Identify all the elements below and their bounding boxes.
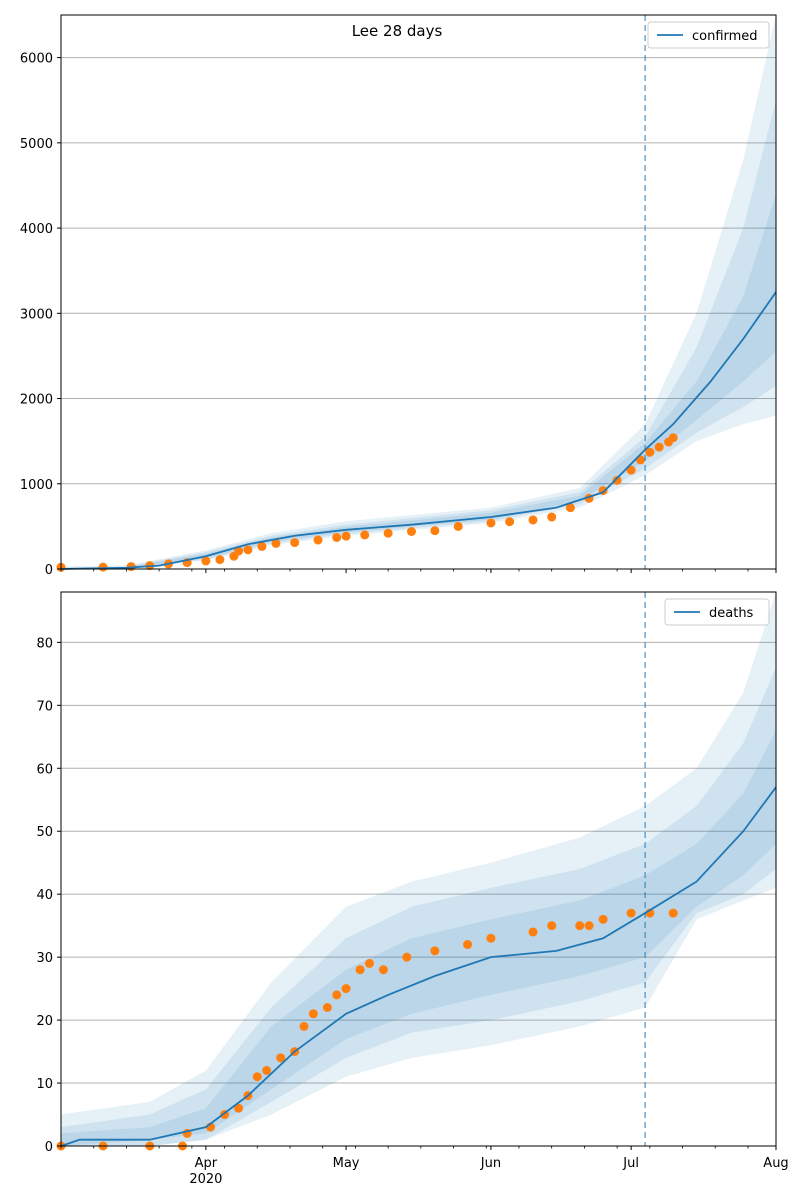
deaths-observed-point bbox=[584, 921, 594, 931]
deaths-observed-point bbox=[262, 1065, 272, 1075]
confirmed-observed-point bbox=[668, 433, 678, 443]
deaths-legend-label: deaths bbox=[709, 606, 754, 621]
deaths-observed-point bbox=[252, 1072, 262, 1082]
confirmed-panel: 0 1000 2000 3000 4000 5000 6000 confirmed bbox=[20, 14, 777, 578]
deaths-legend bbox=[664, 598, 770, 626]
confirmed-observed-point bbox=[341, 531, 351, 541]
x-tick-label: Jul bbox=[622, 1156, 639, 1171]
confirmed-axes-frame bbox=[60, 14, 777, 570]
confirmed-observed-point bbox=[645, 447, 655, 457]
confirmed-observed-point bbox=[383, 528, 393, 538]
confirmed-uncertainty-band bbox=[61, 15, 776, 569]
deaths-observed-point bbox=[402, 952, 412, 962]
deaths-observed-point bbox=[332, 990, 342, 1000]
confirmed-y-tick-label: 0 bbox=[45, 563, 53, 578]
confirmed-legend-label: confirmed bbox=[692, 29, 758, 44]
confirmed-observed-point bbox=[453, 521, 463, 531]
confirmed-observed-point bbox=[486, 518, 496, 528]
deaths-y-tick-label: 40 bbox=[36, 888, 53, 903]
deaths-y-tick-label: 50 bbox=[36, 825, 53, 840]
deaths-observed-point bbox=[528, 927, 538, 937]
confirmed-observed-point bbox=[430, 526, 440, 536]
confirmed-observed-point bbox=[528, 515, 538, 525]
deaths-median-line bbox=[60, 786, 777, 1147]
confirmed-observed-point bbox=[215, 555, 225, 565]
confirmed-observed-point bbox=[257, 541, 267, 551]
confirmed-observed-point bbox=[565, 503, 575, 513]
deaths-uncertainty-band bbox=[61, 592, 776, 1146]
deaths-observed-point bbox=[276, 1053, 286, 1063]
confirmed-y-tick-label: 3000 bbox=[20, 307, 53, 322]
confirmed-observed-point bbox=[626, 465, 636, 475]
deaths-y-tick-label: 20 bbox=[36, 1014, 53, 1029]
x-year-label: 2020 bbox=[189, 1172, 222, 1187]
confirmed-observed-point bbox=[654, 442, 664, 452]
deaths-observed-point bbox=[355, 965, 365, 975]
confirmed-observed-point bbox=[234, 546, 244, 556]
deaths-observed-point bbox=[575, 921, 585, 931]
deaths-observed-point bbox=[308, 1009, 318, 1019]
deaths-observed-point bbox=[626, 908, 636, 918]
deaths-observed-point bbox=[547, 921, 557, 931]
confirmed-y-tick-label: 1000 bbox=[20, 478, 53, 493]
confirmed-observed-point bbox=[313, 535, 323, 545]
deaths-observed-point bbox=[430, 946, 440, 956]
confirmed-observed-point bbox=[547, 512, 557, 522]
deaths-observed-point bbox=[668, 908, 678, 918]
x-tick-label: Jun bbox=[480, 1156, 501, 1171]
deaths-observed-point bbox=[364, 958, 374, 968]
confirmed-legend bbox=[647, 21, 770, 49]
chart-title: Lee 28 days bbox=[352, 22, 443, 40]
x-tick-label: Apr bbox=[195, 1156, 218, 1171]
confirmed-observed-point bbox=[98, 562, 108, 572]
deaths-y-tick-label: 30 bbox=[36, 951, 53, 966]
deaths-y-tick-label: 80 bbox=[36, 636, 53, 651]
deaths-observed-point bbox=[378, 965, 388, 975]
confirmed-y-tick-label: 5000 bbox=[20, 137, 53, 152]
deaths-observed-point bbox=[341, 984, 351, 994]
confirmed-median-line bbox=[60, 291, 777, 570]
confirmed-observed-point bbox=[360, 530, 370, 540]
deaths-axes-frame bbox=[60, 591, 777, 1147]
confirmed-y-tick-label: 6000 bbox=[20, 52, 53, 67]
confirmed-observed-point bbox=[290, 538, 300, 548]
deaths-observed-point bbox=[299, 1021, 309, 1031]
deaths-observed-point bbox=[463, 940, 473, 950]
confirmed-observed-point bbox=[406, 526, 416, 536]
deaths-observed-point bbox=[598, 914, 608, 924]
deaths-y-tick-label: 60 bbox=[36, 762, 53, 777]
x-tick-label: May bbox=[333, 1156, 360, 1171]
deaths-y-tick-label: 0 bbox=[45, 1140, 53, 1155]
confirmed-y-tick-label: 4000 bbox=[20, 222, 53, 237]
deaths-uncertainty-band bbox=[61, 730, 776, 1146]
deaths-observed-point bbox=[322, 1003, 332, 1012]
deaths-observed-point bbox=[234, 1103, 244, 1113]
deaths-observed-point bbox=[486, 933, 496, 943]
confirmed-observed-point bbox=[271, 538, 281, 548]
x-axis-labels: Apr May Jun Jul Aug 2020 bbox=[189, 1156, 788, 1187]
confirmed-observed-point bbox=[505, 517, 515, 527]
deaths-uncertainty-band bbox=[61, 667, 776, 1146]
confirmed-y-tick-label: 2000 bbox=[20, 393, 53, 408]
deaths-y-tick-label: 10 bbox=[36, 1077, 53, 1092]
confirmed-observed-point bbox=[201, 556, 211, 566]
x-tick-label: Aug bbox=[763, 1156, 788, 1171]
confirmed-observed-point bbox=[243, 545, 253, 555]
confirmed-observed-point bbox=[612, 475, 622, 485]
deaths-panel: 0 10 20 30 40 50 60 70 80 deaths bbox=[36, 591, 777, 1155]
deaths-y-tick-label: 70 bbox=[36, 699, 53, 714]
confirmed-uncertainty-band bbox=[61, 100, 776, 569]
confirmed-observed-point bbox=[332, 532, 342, 542]
